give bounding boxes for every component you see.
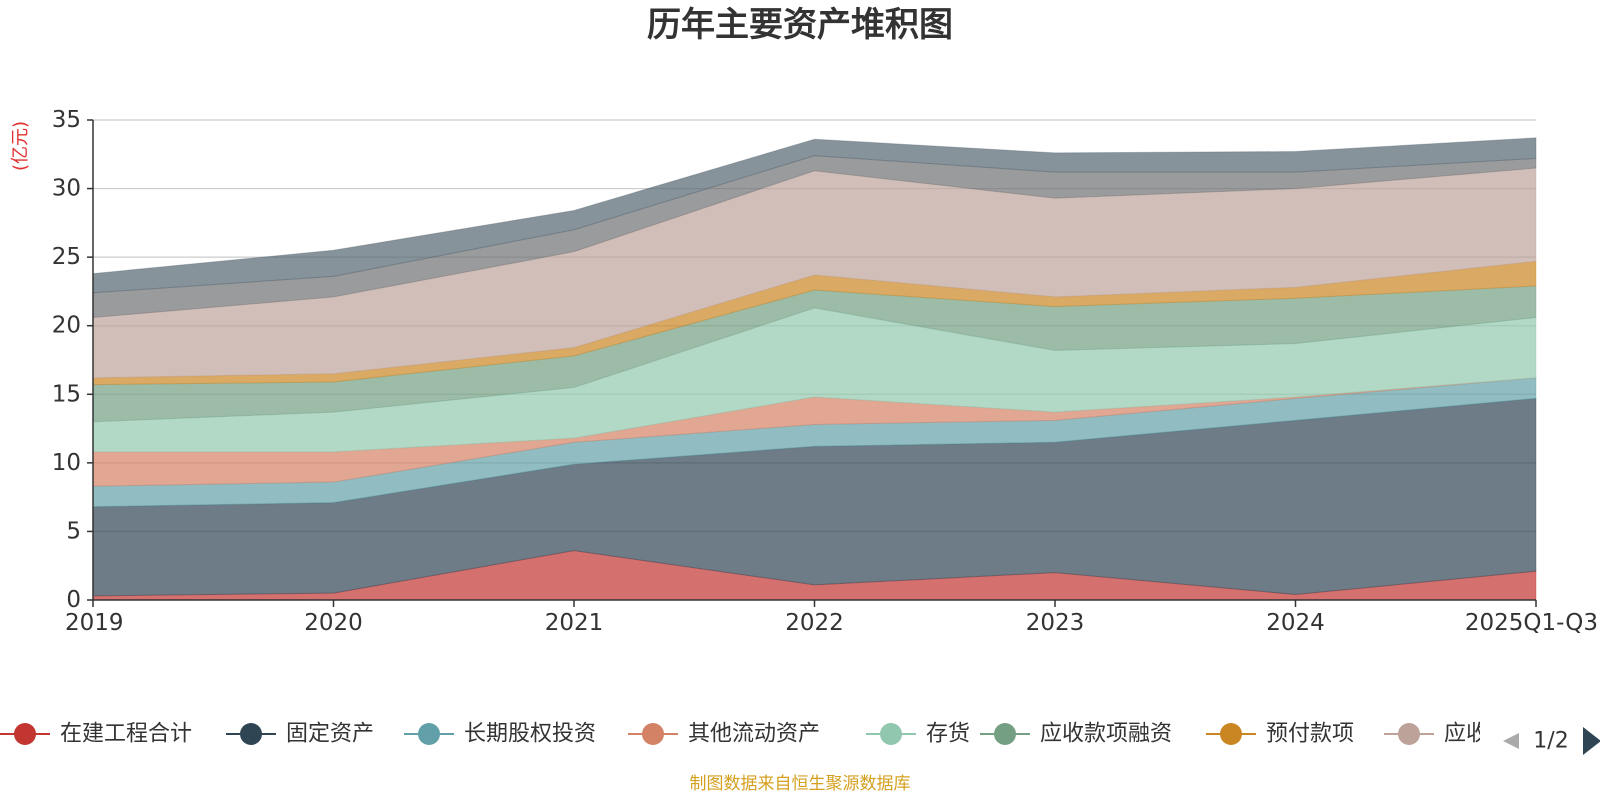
legend-item-应收款项融资[interactable]: 应收款项融资 — [980, 722, 1172, 747]
y-tick-label: 30 — [52, 176, 81, 202]
legend-dot-icon — [1398, 723, 1420, 745]
legend-dot-icon — [994, 723, 1016, 745]
x-tick-label: 2020 — [304, 610, 363, 636]
legend-item-预付款项[interactable]: 预付款项 — [1206, 722, 1354, 747]
x-tick-label: 2021 — [545, 610, 604, 636]
area-series-应收款项融资 — [92, 285, 1537, 423]
legend-next-page-icon[interactable] — [1583, 727, 1600, 755]
y-tick-label: 25 — [52, 244, 81, 270]
legend-label: 固定资产 — [286, 722, 374, 747]
legend-dot-icon — [880, 723, 902, 745]
legend-label: 应收 — [1444, 722, 1488, 747]
legend[interactable]: 在建工程合计 固定资产 长期股权投资 其他流动资产 存货 应收款项融资 预付款项 应收 — [0, 722, 1488, 747]
y-tick-label: 15 — [52, 381, 81, 407]
legend-label: 长期股权投资 — [464, 722, 596, 747]
legend-label: 预付款项 — [1266, 722, 1354, 747]
legend-item-长期股权投资[interactable]: 长期股权投资 — [404, 722, 596, 747]
x-tick-label: 2023 — [1026, 610, 1085, 636]
y-tick-label: 35 — [52, 107, 81, 133]
legend-item-应收[interactable]: 应收 — [1384, 722, 1488, 747]
y-axis-unit-label: (亿元) — [10, 121, 31, 171]
legend-item-在建工程合计[interactable]: 在建工程合计 — [0, 722, 192, 747]
legend-items[interactable]: 在建工程合计 固定资产 长期股权投资 其他流动资产 存货 应收款项融资 预付款项 应收 — [0, 722, 1488, 747]
legend-item-固定资产[interactable]: 固定资产 — [226, 722, 374, 747]
chart-title: 历年主要资产堆积图 — [647, 5, 953, 45]
legend-item-其他流动资产[interactable]: 其他流动资产 — [628, 722, 820, 747]
legend-dot-icon — [418, 723, 440, 745]
x-tick-label: 2024 — [1266, 610, 1325, 636]
legend-label: 在建工程合计 — [60, 722, 192, 747]
area-series-长期股权投资 — [92, 377, 1537, 508]
area-series-固定资产 — [92, 397, 1537, 597]
legend-dot-icon — [642, 723, 664, 745]
legend-dot-icon — [240, 723, 262, 745]
area-series-存货 — [92, 307, 1537, 453]
area-series-其他资产B — [92, 137, 1537, 294]
y-tick-label: 10 — [52, 450, 81, 476]
y-tick-label: 20 — [52, 313, 81, 339]
y-axis-ticks: 0 5 10 15 20 25 30 35 — [52, 107, 93, 613]
legend-prev-page-icon[interactable] — [1503, 733, 1519, 749]
x-axis-ticks: 2019 2020 2021 2022 2023 2024 2025Q1-Q3 — [65, 600, 1598, 636]
legend-pager: 1/2 — [1503, 727, 1600, 755]
legend-dot-icon — [1220, 723, 1242, 745]
legend-label: 存货 — [926, 722, 970, 747]
x-tick-label: 2022 — [785, 610, 844, 636]
data-source-note: 制图数据来自恒生聚源数据库 — [690, 774, 911, 794]
stacked-areas — [92, 137, 1537, 601]
legend-label: 其他流动资产 — [688, 722, 820, 747]
y-tick-label: 0 — [66, 587, 81, 613]
legend-item-存货[interactable]: 存货 — [866, 722, 970, 747]
legend-label: 应收款项融资 — [1040, 722, 1172, 747]
x-tick-label: 2019 — [65, 610, 124, 636]
legend-page-indicator: 1/2 — [1533, 729, 1568, 754]
legend-dot-icon — [14, 723, 36, 745]
y-tick-label: 5 — [66, 518, 81, 544]
x-tick-label: 2025Q1-Q3 — [1465, 610, 1598, 636]
